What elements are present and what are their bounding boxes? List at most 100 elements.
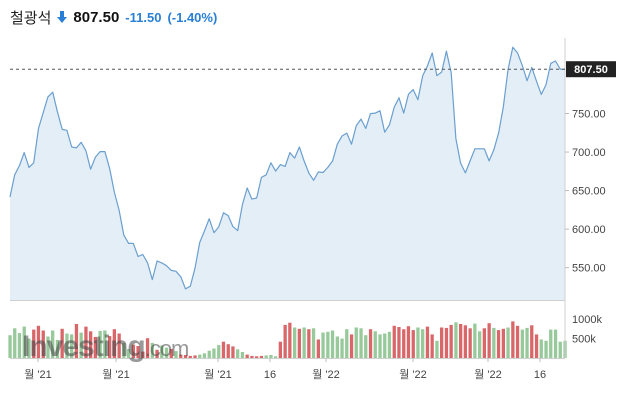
price-series — [9, 46, 565, 301]
arrow-down-icon — [57, 11, 68, 23]
volume-bar — [217, 345, 221, 358]
volume-bar — [221, 341, 226, 358]
volume-bar — [122, 342, 126, 358]
y-tick-label: 550.00 — [572, 263, 606, 275]
volume-bar — [397, 327, 401, 358]
volume-bar — [288, 322, 292, 358]
volume-bar — [473, 323, 477, 358]
volume-bar — [74, 324, 79, 358]
volume-bar — [84, 326, 88, 358]
volume-bar — [345, 329, 349, 358]
volume-bar — [444, 327, 449, 358]
volume-bar — [150, 342, 154, 358]
volume-bar — [188, 355, 192, 358]
volume-bar — [330, 330, 335, 358]
volume-bar — [240, 352, 245, 358]
volume-bar — [155, 349, 159, 358]
volume-bar — [454, 322, 458, 358]
volume-bar — [112, 329, 116, 358]
volume-bar — [231, 346, 235, 358]
volume-bar — [98, 330, 102, 358]
volume-bar — [103, 330, 107, 358]
volume-bar — [264, 355, 268, 358]
volume-bar — [274, 356, 278, 358]
volume-bar — [202, 353, 207, 358]
volume-bar — [55, 339, 60, 358]
volume-bar — [245, 354, 249, 358]
volume-bar — [544, 340, 548, 358]
volume-bar — [70, 334, 74, 359]
volume-tick-label: 500k — [572, 333, 596, 345]
volume-bar — [364, 335, 368, 358]
volume-bar — [259, 355, 264, 358]
volume-bar — [340, 338, 344, 358]
volume-bar — [164, 347, 169, 358]
x-tick-label: 월 '21 — [24, 368, 52, 381]
price-change: -11.50 — [125, 9, 162, 25]
y-tick-label: 700.00 — [572, 147, 606, 159]
volume-bar — [8, 335, 12, 358]
volume-bar — [226, 344, 230, 358]
volume-bar — [558, 341, 562, 358]
volume-bar — [406, 326, 411, 358]
volume-bar — [359, 328, 363, 358]
price-change-percent: (-1.40%) — [167, 9, 218, 25]
volume-bar — [60, 328, 64, 358]
volume-bar — [13, 328, 17, 358]
volume-bar — [236, 349, 240, 358]
x-tick-label: 월 '22 — [474, 368, 502, 381]
volume-bar — [117, 333, 121, 358]
volume-bar — [17, 333, 22, 358]
volume-bar — [145, 338, 150, 358]
volume-bar — [411, 330, 415, 358]
volume-bar — [136, 346, 140, 358]
volume-bar — [207, 350, 211, 358]
y-tick-label: 600.00 — [572, 224, 606, 236]
volume-bar — [183, 355, 188, 358]
volume-bar — [487, 323, 491, 358]
volume-bar — [36, 325, 41, 359]
volume-bar — [311, 328, 316, 358]
last-price-tag — [566, 61, 616, 78]
volume-bar — [321, 332, 325, 358]
volume-bar — [269, 355, 273, 358]
volume-bar — [255, 356, 259, 358]
volume-bar — [459, 324, 463, 358]
volume-bar — [539, 339, 543, 358]
volume-bar — [421, 329, 425, 358]
investing-watermark: Investing.com — [22, 330, 190, 364]
volume-bar — [501, 328, 505, 358]
x-tick-label: 월 '21 — [204, 368, 232, 381]
volume-bar — [108, 336, 112, 358]
volume-bar — [89, 331, 93, 358]
volume-bar — [511, 321, 515, 358]
volume-bar — [293, 327, 297, 358]
x-tick-label: 16 — [264, 369, 276, 381]
watermark-brand: Investing — [22, 330, 146, 363]
volume-bar — [46, 336, 50, 358]
volume-bar — [478, 331, 482, 358]
volume-bar — [520, 329, 524, 358]
volume-bar — [449, 324, 453, 358]
volume-bar — [553, 329, 558, 358]
volume-bar — [402, 329, 406, 358]
volume-bar — [250, 355, 254, 358]
volume-bar — [463, 325, 467, 358]
volume-bar — [65, 333, 69, 358]
quote-header: 철광석 807.50 -11.50 (-1.40%) — [10, 6, 217, 28]
watermark-suffix: .com — [144, 336, 190, 361]
volume-bar — [506, 327, 510, 358]
volume-tick-label: 1000k — [572, 314, 602, 326]
volume-bar — [126, 349, 131, 358]
last-price-label: 807.50 — [574, 64, 608, 76]
volume-bar — [278, 341, 282, 358]
x-tick-label: 월 '21 — [102, 368, 130, 381]
volume-bar — [468, 328, 472, 358]
volume-bar — [368, 329, 373, 358]
volume-bar — [51, 330, 55, 358]
volume-bar — [525, 327, 529, 358]
volume-bar — [515, 325, 520, 359]
volume-bar — [169, 349, 173, 358]
y-tick-label: 750.00 — [572, 109, 606, 121]
